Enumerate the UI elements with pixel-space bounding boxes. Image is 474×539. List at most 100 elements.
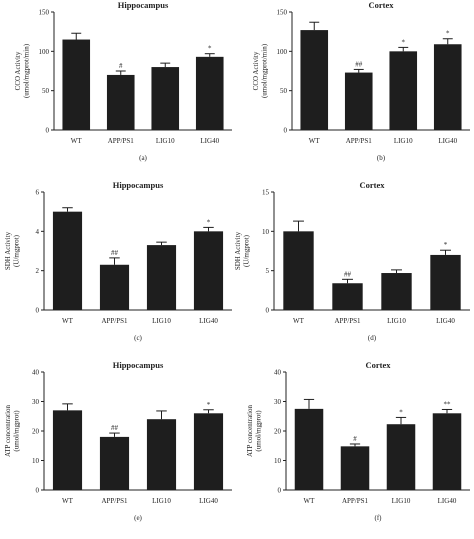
- bar-appps1: [99, 264, 130, 310]
- y-tick-label: 10: [274, 457, 282, 465]
- panel-title: Cortex: [368, 0, 394, 10]
- y-tick-label: 150: [277, 9, 288, 17]
- panel-label: (f): [375, 514, 383, 522]
- y-tick-label: 5: [266, 267, 270, 275]
- bar-lig40: [433, 44, 462, 130]
- bar-wt: [283, 231, 314, 310]
- x-tick-label: APP/PS1: [334, 317, 361, 325]
- x-tick-label: LIG40: [438, 137, 457, 145]
- y-axis-label: SDH Activity: [4, 231, 12, 270]
- chart-panel-a: Hippocampus 0 50 100 150 CCO Activity (umol/mg…: [14, 0, 232, 162]
- bar-wt: [52, 410, 83, 490]
- y-tick-label: 15: [262, 189, 270, 197]
- y-axis-label: ATP concentration: [4, 404, 12, 457]
- significance-marker: *: [399, 408, 403, 416]
- panel-title: Hippocampus: [113, 180, 164, 190]
- y-tick-label: 0: [284, 127, 288, 135]
- y-tick-label: 50: [42, 87, 50, 95]
- significance-marker: ##: [355, 60, 363, 68]
- x-tick-label: LIG10: [152, 497, 171, 505]
- y-axis-label: SDH Activity: [234, 231, 242, 270]
- x-tick-label: WT: [309, 137, 321, 145]
- y-axis-label: (umol/mgprot): [12, 410, 20, 452]
- y-tick-label: 10: [32, 457, 40, 465]
- x-tick-label: WT: [62, 497, 74, 505]
- significance-marker: *: [402, 38, 406, 46]
- y-tick-label: 0: [36, 487, 40, 495]
- chart-panel-d: Cortex 0 5 10 15 SDH Activity (U/mgprot) WT ## AP…: [234, 180, 470, 342]
- bar-lig10: [146, 419, 177, 490]
- bar-lig40: [193, 413, 224, 490]
- panel-title: Cortex: [365, 360, 391, 370]
- x-tick-label: LIG40: [199, 317, 218, 325]
- x-tick-label: LIG40: [436, 317, 455, 325]
- panel-title: Hippocampus: [118, 0, 169, 10]
- panel-label: (b): [377, 154, 386, 162]
- bar-wt: [300, 30, 329, 130]
- x-tick-label: WT: [62, 317, 74, 325]
- x-tick-label: APP/PS1: [101, 497, 128, 505]
- x-tick-label: LIG40: [199, 497, 218, 505]
- y-axis-label: ATP concentration: [246, 404, 254, 457]
- y-tick-label: 6: [36, 189, 40, 197]
- y-tick-label: 40: [274, 369, 282, 377]
- bar-appps1: [106, 74, 135, 130]
- x-tick-label: LIG40: [200, 137, 219, 145]
- panel-label: (a): [139, 154, 147, 162]
- chart-panel-f: Cortex 0 10 20 30 40 ATP concentration (umol/mg…: [246, 360, 470, 522]
- panel-title: Cortex: [359, 180, 385, 190]
- y-axis-label: (umol/mgprot): [254, 410, 262, 452]
- x-tick-label: LIG10: [394, 137, 413, 145]
- y-tick-label: 50: [280, 87, 288, 95]
- x-tick-label: WT: [304, 497, 316, 505]
- bar-lig10: [389, 51, 418, 131]
- y-tick-label: 30: [32, 398, 40, 406]
- bar-lig10: [381, 273, 412, 310]
- significance-marker: ##: [111, 249, 119, 257]
- bar-appps1: [332, 283, 363, 310]
- x-tick-label: WT: [293, 317, 305, 325]
- bar-lig40: [432, 413, 462, 490]
- x-tick-label: LIG40: [438, 497, 457, 505]
- significance-marker: ##: [344, 270, 352, 278]
- significance-marker: *: [208, 45, 212, 53]
- x-tick-label: LIG10: [392, 497, 411, 505]
- y-tick-label: 20: [32, 428, 40, 436]
- y-tick-label: 0: [278, 487, 282, 495]
- significance-marker: *: [207, 401, 211, 409]
- y-axis-label: (U/mgprot): [12, 234, 20, 267]
- x-tick-label: LIG10: [152, 317, 171, 325]
- y-tick-label: 2: [36, 267, 40, 275]
- bar-lig40: [430, 254, 461, 310]
- x-tick-label: APP/PS1: [346, 137, 373, 145]
- y-tick-label: 100: [39, 48, 50, 56]
- bar-lig40: [193, 231, 224, 310]
- x-tick-label: LIG10: [156, 137, 175, 145]
- y-axis-label: (umol/mgprot/min): [22, 43, 30, 98]
- significance-marker: #: [353, 435, 357, 443]
- bar-lig10: [146, 245, 177, 310]
- y-tick-label: 4: [36, 228, 40, 236]
- panel-label: (c): [134, 334, 142, 342]
- bar-lig10: [151, 67, 180, 130]
- y-tick-label: 0: [46, 127, 50, 135]
- panel-label: (d): [368, 334, 377, 342]
- y-axis-label: CCO Activity: [252, 51, 260, 90]
- y-tick-label: 0: [266, 307, 270, 315]
- y-tick-label: 0: [36, 307, 40, 315]
- significance-marker: *: [207, 218, 211, 226]
- x-tick-label: WT: [71, 137, 83, 145]
- y-tick-label: 10: [262, 228, 270, 236]
- y-axis-label: (umol/mgprot/min): [260, 43, 268, 98]
- significance-marker: *: [444, 241, 448, 249]
- bar-lig40: [195, 56, 224, 131]
- y-tick-label: 20: [274, 428, 282, 436]
- bar-appps1: [340, 446, 370, 490]
- bar-appps1: [344, 72, 373, 130]
- x-tick-label: APP/PS1: [101, 317, 128, 325]
- bar-wt: [62, 39, 91, 130]
- bar-wt: [52, 211, 83, 310]
- chart-panel-b: Cortex 0 50 100 150 CCO Activity (umol/mgprot/…: [252, 0, 470, 162]
- bar-appps1: [99, 436, 130, 490]
